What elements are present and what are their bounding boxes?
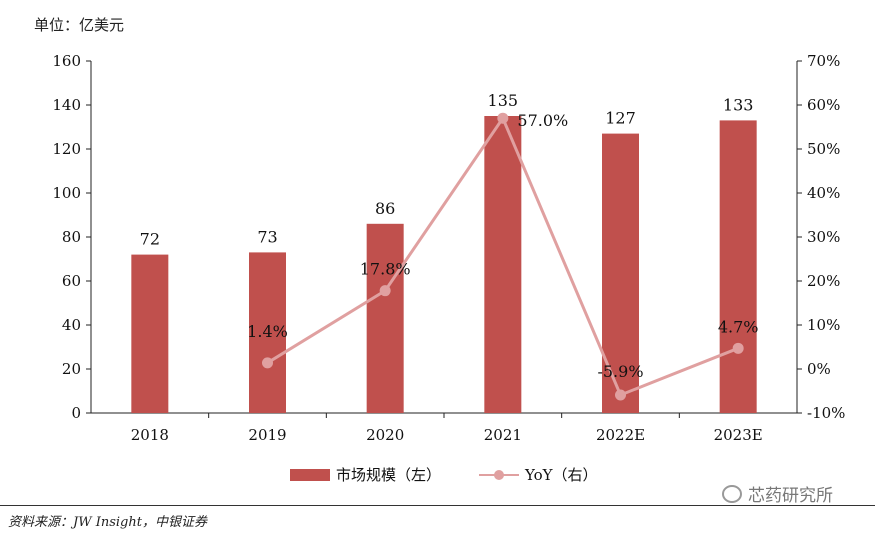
left-axis-tick-label: 80	[62, 228, 81, 246]
yoy-point	[615, 389, 626, 401]
right-axis-tick-label: 60%	[807, 96, 840, 114]
bar-data-label: 72	[140, 230, 160, 249]
right-axis-tick-label: 50%	[807, 140, 840, 158]
right-axis-tick-label: 70%	[807, 52, 840, 70]
left-axis-tick-label: 60	[62, 272, 81, 290]
yoy-point	[497, 112, 509, 124]
right-axis-tick-label: 30%	[807, 228, 840, 246]
watermark: 芯药研究所	[722, 481, 833, 506]
right-axis-tick-label: 10%	[807, 316, 840, 334]
left-axis-tick-label: 160	[52, 52, 81, 70]
left-axis-tick-label: 120	[52, 140, 81, 158]
left-axis-tick-label: 100	[52, 184, 81, 202]
bar-data-label: 127	[605, 109, 636, 128]
footer-divider	[0, 505, 875, 506]
legend-bar-label: 市场规模（左）	[336, 466, 442, 484]
bar	[719, 120, 757, 414]
yoy-point	[379, 285, 391, 297]
x-axis-tick-label: 2019	[248, 426, 286, 444]
bar	[131, 254, 169, 413]
x-axis-tick-label: 2022E	[596, 426, 645, 444]
bar	[484, 116, 522, 413]
left-axis-tick-label: 0	[71, 404, 81, 422]
legend-bar-swatch	[290, 468, 330, 481]
bar	[366, 223, 404, 413]
bar-data-label: 135	[488, 91, 519, 110]
left-axis-tick-label: 140	[52, 96, 81, 114]
yoy-data-label: -5.9%	[597, 362, 643, 381]
bar-data-label: 133	[723, 95, 754, 114]
bar	[249, 252, 286, 413]
right-axis-tick-label: 20%	[807, 272, 840, 290]
right-axis-tick-label: 0%	[807, 360, 831, 378]
market-size-chart: 0 20 40 60 80 100 120 140 160 -10% 0% 10% 20% 30% 40% 5…	[52, 52, 845, 444]
wechat-icon	[722, 484, 742, 503]
legend-item-line: YoY（右）	[479, 464, 598, 485]
watermark-text: 芯药研究所	[748, 486, 833, 506]
x-axis-tick-label: 2020	[366, 426, 404, 444]
unit-label: 单位：亿美元	[34, 16, 125, 34]
yoy-data-label: 57.0%	[517, 111, 568, 130]
chart-legend: 市场规模（左） YoY（右）	[290, 464, 636, 485]
source-note: 资料来源：JW Insight，中银证券	[8, 515, 207, 530]
yoy-data-label: 4.7%	[718, 317, 759, 336]
bar-data-label: 86	[375, 199, 395, 218]
yoy-point	[732, 342, 744, 354]
left-axis-tick-label: 40	[62, 316, 81, 334]
x-axis-tick-label: 2023E	[714, 426, 763, 444]
right-axis-tick-label: 40%	[807, 184, 840, 202]
bar-data-label: 73	[257, 227, 277, 246]
left-axis-tick-label: 20	[62, 360, 81, 378]
legend-line-swatch	[479, 469, 520, 481]
legend-item-bar: 市场规模（左）	[290, 464, 441, 485]
yoy-point	[262, 357, 273, 369]
yoy-data-label: 1.4%	[247, 322, 288, 341]
yoy-data-label: 17.8%	[360, 260, 411, 279]
legend-line-label: YoY（右）	[525, 466, 598, 484]
right-axis-tick-label: -10%	[807, 404, 845, 422]
x-axis-tick-label: 2021	[484, 426, 522, 444]
x-axis-tick-label: 2018	[131, 426, 169, 444]
